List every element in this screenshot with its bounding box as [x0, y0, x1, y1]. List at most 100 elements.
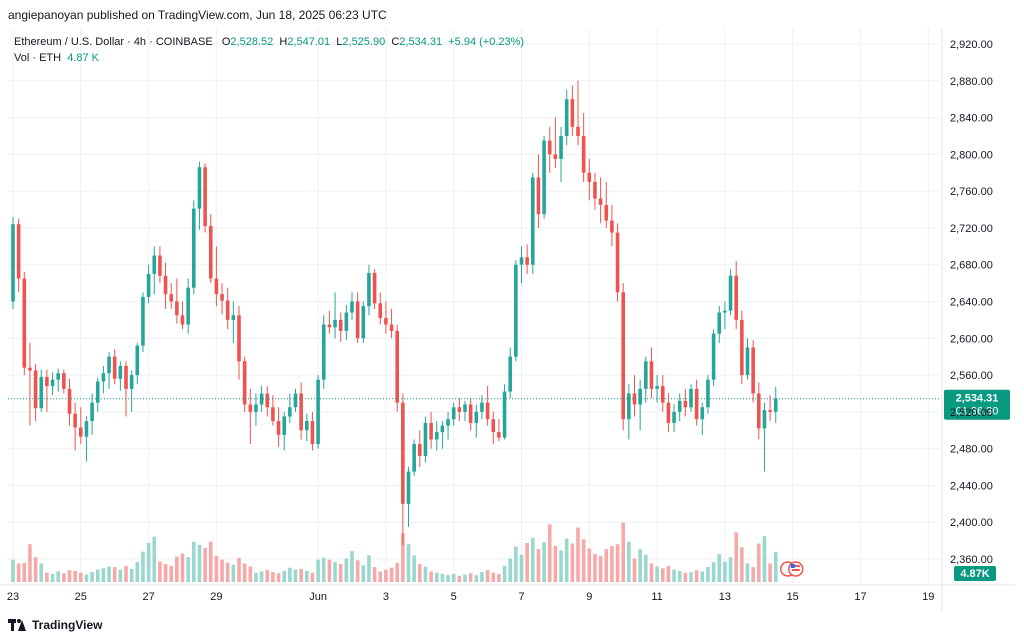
x-tick-label: 5 — [451, 591, 457, 603]
y-tick-label: 2,680.00 — [950, 260, 993, 272]
volume-bar — [90, 572, 94, 582]
volume-bar — [638, 549, 642, 582]
y-tick-label: 2,920.00 — [950, 39, 993, 51]
candle-body — [683, 400, 688, 408]
candle-body — [677, 400, 682, 412]
candle-body — [773, 398, 778, 412]
volume-bar — [434, 572, 439, 582]
candle-body — [344, 312, 349, 331]
x-tick-label: 13 — [719, 591, 731, 603]
volume-bar — [378, 571, 383, 582]
candle-body — [28, 367, 32, 371]
volume-bar — [242, 563, 247, 582]
candle-body — [254, 404, 258, 412]
volume-bar — [423, 566, 428, 582]
volume-bar — [107, 566, 111, 582]
volume-bar — [248, 566, 253, 582]
chart-area[interactable]: 2,534.31 01:36:30 4.87K 2,360.00 2,400.00 2,… — [0, 28, 1016, 612]
volume-bar — [604, 549, 609, 582]
candle-body — [384, 318, 388, 325]
candle-body — [367, 272, 371, 307]
volume-bar — [316, 559, 320, 582]
x-tick-label: 23 — [7, 591, 19, 603]
candle-body — [50, 379, 55, 387]
volume-bar — [384, 569, 388, 582]
candle-body — [203, 167, 207, 227]
volume-bar — [502, 565, 507, 582]
candle-body — [418, 444, 422, 456]
candle-body — [757, 393, 761, 429]
volume-bar — [412, 555, 416, 582]
volume-bar — [451, 573, 456, 582]
x-tick-label: 3 — [383, 591, 389, 603]
volume-bar — [305, 570, 309, 582]
volume-bar — [514, 546, 518, 582]
candle-body — [73, 413, 77, 428]
legend-change: +5.94 (+0.23%) — [448, 36, 525, 48]
candle-body — [276, 421, 281, 435]
volume-bar — [660, 568, 665, 582]
candle-body — [146, 273, 151, 297]
candle-body — [129, 375, 134, 389]
candle-body — [734, 275, 738, 320]
candle-body — [644, 361, 648, 389]
candle-body — [434, 432, 439, 440]
volume-bar — [468, 573, 473, 582]
candle-body — [745, 347, 750, 376]
candle-body — [84, 421, 89, 437]
volume-bar — [508, 558, 512, 582]
legend-symbol[interactable]: Ethereum / U.S. Dollar · 4h · COINBASE — [14, 36, 213, 48]
candle-body — [265, 393, 270, 408]
volume-bar — [50, 573, 55, 582]
volume-bar — [762, 536, 767, 582]
candle-body — [288, 407, 292, 417]
candle-body — [56, 373, 60, 380]
candle-body — [762, 410, 767, 429]
volume-bar — [276, 573, 281, 582]
candle-body — [242, 361, 247, 405]
y-tick-label: 2,400.00 — [950, 517, 993, 529]
candle-body — [271, 407, 275, 422]
y-tick-label: 2,800.00 — [950, 149, 993, 161]
volume-bar — [367, 555, 371, 582]
candle-body — [180, 315, 185, 325]
volume-bar — [22, 562, 27, 582]
candle-body — [632, 393, 637, 405]
volume-bar — [717, 554, 722, 582]
candle-body — [39, 376, 44, 409]
volume-bar — [547, 524, 552, 582]
candle-body — [316, 379, 320, 445]
footer-brand-label: TradingView — [32, 618, 103, 632]
candle-body — [564, 99, 569, 136]
legend-vol-label[interactable]: Vol · ETH — [14, 52, 62, 64]
x-tick-label: 29 — [210, 591, 222, 603]
candle-body — [299, 393, 303, 431]
candle-body — [570, 99, 575, 127]
volume-bar — [129, 568, 134, 582]
volume-bar — [389, 567, 394, 582]
candle-body — [107, 356, 111, 374]
legend-h-label: H — [279, 36, 288, 48]
y-tick-label: 2,640.00 — [950, 297, 993, 309]
x-tick-label: 11 — [651, 591, 662, 603]
volume-bar — [632, 558, 637, 582]
candle-body — [723, 310, 727, 313]
candle-body — [666, 402, 671, 423]
candle-body — [604, 204, 609, 221]
footer-brand[interactable]: TradingView — [8, 618, 102, 632]
candle-body — [587, 172, 592, 182]
volume-bar — [118, 569, 123, 582]
volume-bar — [208, 541, 213, 582]
volume-bar — [610, 546, 614, 582]
volume-bar — [95, 569, 100, 582]
candle-body — [474, 411, 479, 423]
candle-body — [305, 421, 309, 431]
candle-body — [16, 224, 21, 279]
candle-body — [355, 301, 360, 339]
candle-body — [282, 416, 286, 435]
candle-body — [163, 275, 168, 295]
volume-bar — [293, 569, 298, 582]
event-flag-icon[interactable] — [780, 561, 804, 577]
volume-bar — [734, 532, 738, 582]
